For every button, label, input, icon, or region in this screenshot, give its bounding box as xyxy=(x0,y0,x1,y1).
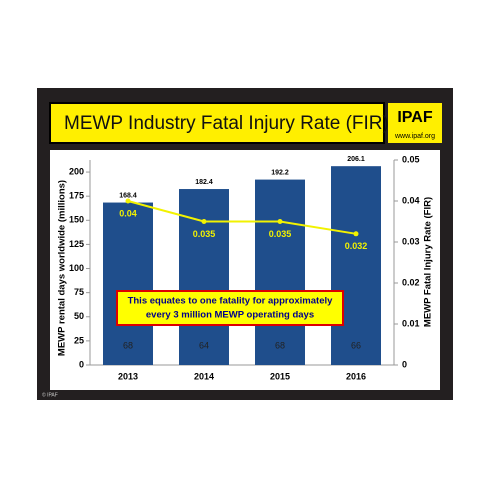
annotation-box xyxy=(116,290,344,326)
fir-line xyxy=(127,200,357,235)
bar-value-label: 206.1 xyxy=(347,156,365,163)
bar-value-label: 182.4 xyxy=(195,179,213,186)
bar xyxy=(331,166,381,365)
fir-value-label: 0.032 xyxy=(345,241,368,251)
y2-tick-label: 0 xyxy=(402,359,407,369)
bar-inner-label: 64 xyxy=(199,340,209,350)
y2-tick-label: 0.03 xyxy=(402,236,420,246)
x-tick-label: 2016 xyxy=(346,371,366,381)
y2-tick-label: 0.02 xyxy=(402,277,420,287)
bar-value-label: 192.2 xyxy=(271,169,289,176)
y2-tick-label: 0.04 xyxy=(402,195,420,205)
x-tick-label: 2015 xyxy=(270,371,290,381)
title-box xyxy=(49,102,385,144)
fir-value-label: 0.035 xyxy=(269,229,292,239)
y-tick-label: 200 xyxy=(69,166,84,176)
y-axis-label: MEWP rental days worldwide (millions) xyxy=(57,180,68,356)
bar xyxy=(255,179,305,365)
y2-axis-label: MEWP Fatal Injury Rate (FIR) xyxy=(423,197,434,327)
logo: IPAF xyxy=(397,109,432,126)
bar-inner-label: 68 xyxy=(275,340,285,350)
y-tick-label: 25 xyxy=(74,335,84,345)
bar-inner-label: 66 xyxy=(351,340,361,350)
bar-inner-label: 68 xyxy=(123,340,133,350)
annotation: This equates to one fatality for approxi… xyxy=(128,296,334,307)
y-tick-label: 75 xyxy=(74,287,84,297)
fir-point xyxy=(201,219,207,224)
y-tick-label: 150 xyxy=(69,215,84,225)
y-tick-label: 50 xyxy=(74,311,84,321)
footer: © IPAF xyxy=(42,391,58,398)
fir-point xyxy=(353,231,359,237)
bar-value-label: 168.4 xyxy=(119,192,137,199)
y-tick-label: 100 xyxy=(69,263,84,273)
annotation: every 3 million MEWP operating days xyxy=(146,310,314,321)
y2-tick-label: 0.01 xyxy=(402,318,420,328)
y-tick-label: 0 xyxy=(79,359,84,369)
fir-value-label: 0.04 xyxy=(119,208,137,218)
logo-url: www.ipaf.org xyxy=(394,133,435,140)
bar xyxy=(179,189,229,365)
y2-tick-label: 0.05 xyxy=(402,154,420,164)
logo-box xyxy=(388,103,442,143)
fir-value-label: 0.035 xyxy=(193,229,216,239)
x-tick-label: 2013 xyxy=(118,371,138,381)
y-tick-label: 175 xyxy=(69,191,84,201)
fir-point xyxy=(125,198,131,204)
x-tick-label: 2014 xyxy=(194,371,214,381)
fir-point xyxy=(277,219,283,224)
bar xyxy=(103,202,153,365)
title: MEWP Industry Fatal Injury Rate (FIR) xyxy=(64,113,389,134)
y-tick-label: 125 xyxy=(69,239,84,249)
